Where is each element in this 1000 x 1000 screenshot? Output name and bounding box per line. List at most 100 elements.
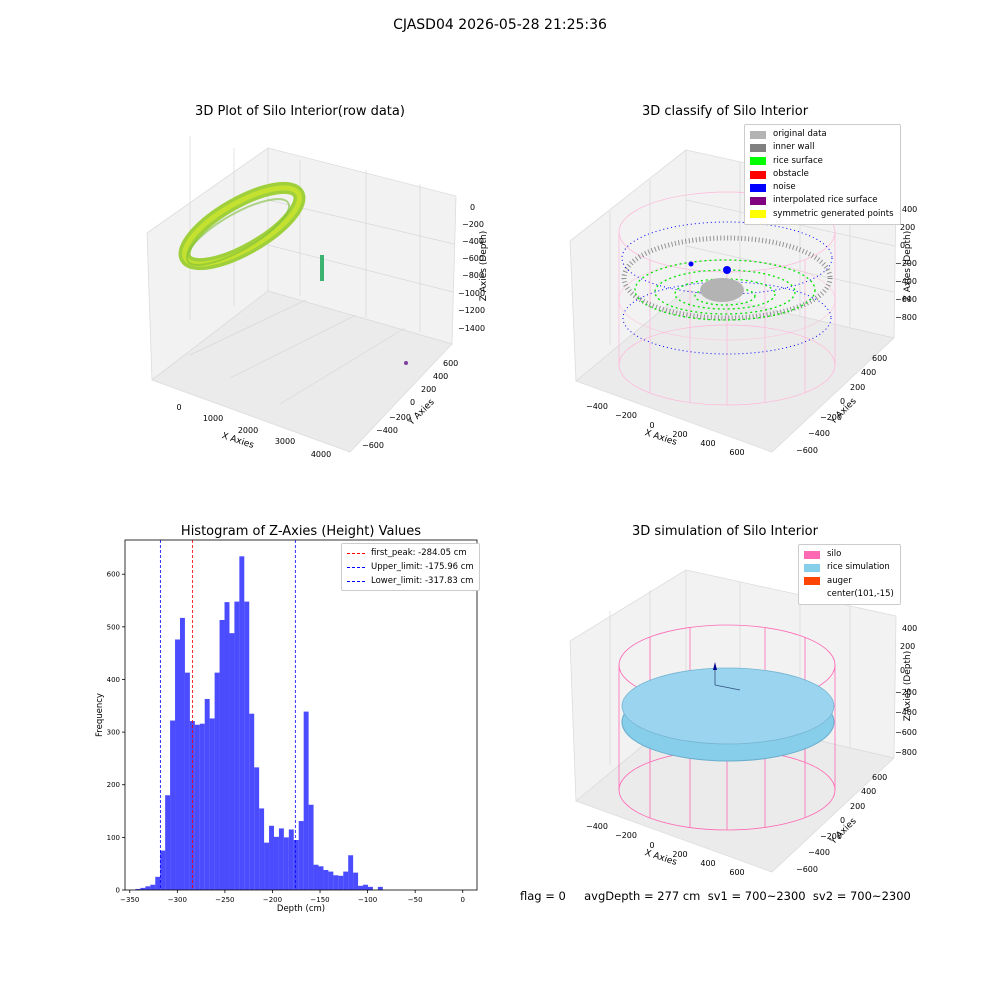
legend-item-inner-wall: inner wall xyxy=(750,141,894,154)
histogram-bar xyxy=(278,828,284,890)
histogram-bar xyxy=(318,866,324,890)
legend-swatch xyxy=(750,170,766,179)
classify-y-ticks: 600 400 200 0 −200 −400 −600 xyxy=(796,354,887,455)
classify-x-ticks: −400 −200 0 200 400 600 xyxy=(586,402,745,457)
histogram-bar xyxy=(249,713,255,890)
simulation-z-tick: 400 xyxy=(902,624,917,633)
simulation-y-tick: −400 xyxy=(808,848,830,857)
classify-z-tick: −800 xyxy=(895,313,917,322)
raw-grid-lines xyxy=(189,136,455,405)
histogram-bar xyxy=(254,767,260,890)
raw-x-tick: 3000 xyxy=(275,437,295,446)
raw-x-tick: 2000 xyxy=(238,426,258,435)
raw-z-tick: −800 xyxy=(462,271,484,280)
raw-y-tick: 400 xyxy=(433,372,448,381)
histogram-bar xyxy=(224,602,230,890)
simulation-z-tick: −600 xyxy=(895,728,917,737)
histogram-threshold-lines xyxy=(159,540,296,890)
legend-label: obstacle xyxy=(773,168,809,179)
legend-item-noise: noise xyxy=(750,181,894,194)
histogram-bar xyxy=(175,639,180,890)
histogram-bars xyxy=(135,556,383,890)
histogram-bar xyxy=(140,887,146,890)
legend-item-symmetric-generated-points: symmetric generated points xyxy=(750,208,894,221)
legend-swatch xyxy=(804,590,820,599)
legend-item-original-data: original data xyxy=(750,128,894,141)
histogram-bar xyxy=(283,837,289,890)
legend-swatch xyxy=(750,197,766,206)
legend-label: rice simulation xyxy=(827,562,890,573)
histogram-bar xyxy=(288,829,294,890)
histogram-bar xyxy=(214,672,220,890)
histogram-y-tick-label: 0 xyxy=(116,887,120,895)
histogram-y-tick-label: 500 xyxy=(107,623,120,631)
classify-y-tick: −600 xyxy=(796,446,818,455)
classify-y-tick: −400 xyxy=(808,429,830,438)
simulation-z-tick: −200 xyxy=(895,688,917,697)
status-line: flag = 0 avgDepth = 277 cm sv1 = 700~230… xyxy=(520,889,911,903)
histogram-y-tick-label: 400 xyxy=(107,676,120,684)
histogram-bar xyxy=(358,885,364,890)
legend-item-lower-limit: Lower_limit: -317.83 cm xyxy=(347,574,474,588)
legend-item-silo: silo xyxy=(804,548,894,561)
legend-label: noise xyxy=(773,182,796,193)
legend-label: rice surface xyxy=(773,155,823,166)
raw-z-tick: −1200 xyxy=(458,306,485,315)
histogram-bar xyxy=(328,871,334,890)
histogram-bar xyxy=(194,724,200,890)
simulation-y-tick: 0 xyxy=(840,816,845,825)
simulation-plot-title: 3D simulation of Silo Interior xyxy=(632,524,818,539)
classify-x-tick: −400 xyxy=(586,402,608,411)
raw-x-tick: 0 xyxy=(176,403,181,412)
raw-y-tick: 600 xyxy=(443,359,458,368)
simulation-x-tick: 0 xyxy=(649,841,654,850)
histogram-bar xyxy=(269,825,274,890)
histogram-bar xyxy=(150,884,156,890)
histogram-bar xyxy=(219,620,225,890)
legend-swatch xyxy=(750,157,766,166)
legend-label: symmetric generated points xyxy=(773,208,894,219)
classify-z-tick: 0 xyxy=(900,241,905,250)
simulation-x-tick: −200 xyxy=(615,831,637,840)
simulation-z-tick: −400 xyxy=(895,708,917,717)
simulation-x-ticks: −400 −200 0 200 400 600 xyxy=(586,822,745,877)
histogram-bar xyxy=(264,842,270,890)
legend-swatch xyxy=(804,577,820,586)
histogram-chart: −350 −300 −250 −200 −150 −100 −50 0 0 100 200 300 4… xyxy=(95,539,478,914)
histogram-bar xyxy=(367,886,373,890)
legend-swatch xyxy=(750,210,766,219)
simulation-y-tick: −600 xyxy=(796,865,818,874)
histogram-bar xyxy=(199,723,205,890)
simulation-z-tick: 0 xyxy=(900,666,905,675)
raw-z-tick: −1400 xyxy=(458,324,485,333)
histogram-legend: first_peak: -284.05 cm Upper_limit: -175… xyxy=(341,543,480,591)
simulation-x-tick: 600 xyxy=(729,868,744,877)
histogram-bar xyxy=(259,808,265,890)
classify-legend: original data inner wall rice surface ob… xyxy=(744,124,901,226)
classify-silo-wireframe xyxy=(618,191,836,406)
histogram-bar xyxy=(303,711,309,890)
legend-swatch xyxy=(750,183,766,192)
histogram-bar xyxy=(298,821,304,890)
histogram-x-ticks: −350 −300 −250 −200 −150 −100 −50 0 xyxy=(120,890,465,904)
classify-y-tick: 200 xyxy=(850,383,865,392)
histogram-frame xyxy=(124,539,478,891)
legend-item-rice-surface: rice surface xyxy=(750,155,894,168)
simulation-y-tick: 600 xyxy=(872,773,887,782)
classify-z-tick: −200 xyxy=(895,259,917,268)
raw-z-ticks: 0 −200 −400 −600 −800 −1000 −1200 −1400 xyxy=(458,203,485,333)
legend-swatch xyxy=(804,550,820,559)
legend-item-rice-simulation: rice simulation xyxy=(804,561,894,574)
simulation-legend: silo rice simulation auger center(101,-1… xyxy=(798,544,901,606)
histogram-y-tick-label: 300 xyxy=(107,729,120,737)
simulation-3d-plot: −400 −200 0 200 400 600 X Axies 600 400 … xyxy=(569,569,917,877)
classify-y-tick: 600 xyxy=(872,354,887,363)
legend-swatch xyxy=(750,130,766,139)
classify-y-tick: 400 xyxy=(861,368,876,377)
histogram-x-tick-label: −50 xyxy=(408,896,423,904)
legend-swatch xyxy=(750,143,766,152)
simulation-x-tick: −400 xyxy=(586,822,608,831)
legend-swatch xyxy=(804,563,820,572)
legend-label: original data xyxy=(773,129,827,139)
classify-z-tick: 200 xyxy=(900,223,915,232)
